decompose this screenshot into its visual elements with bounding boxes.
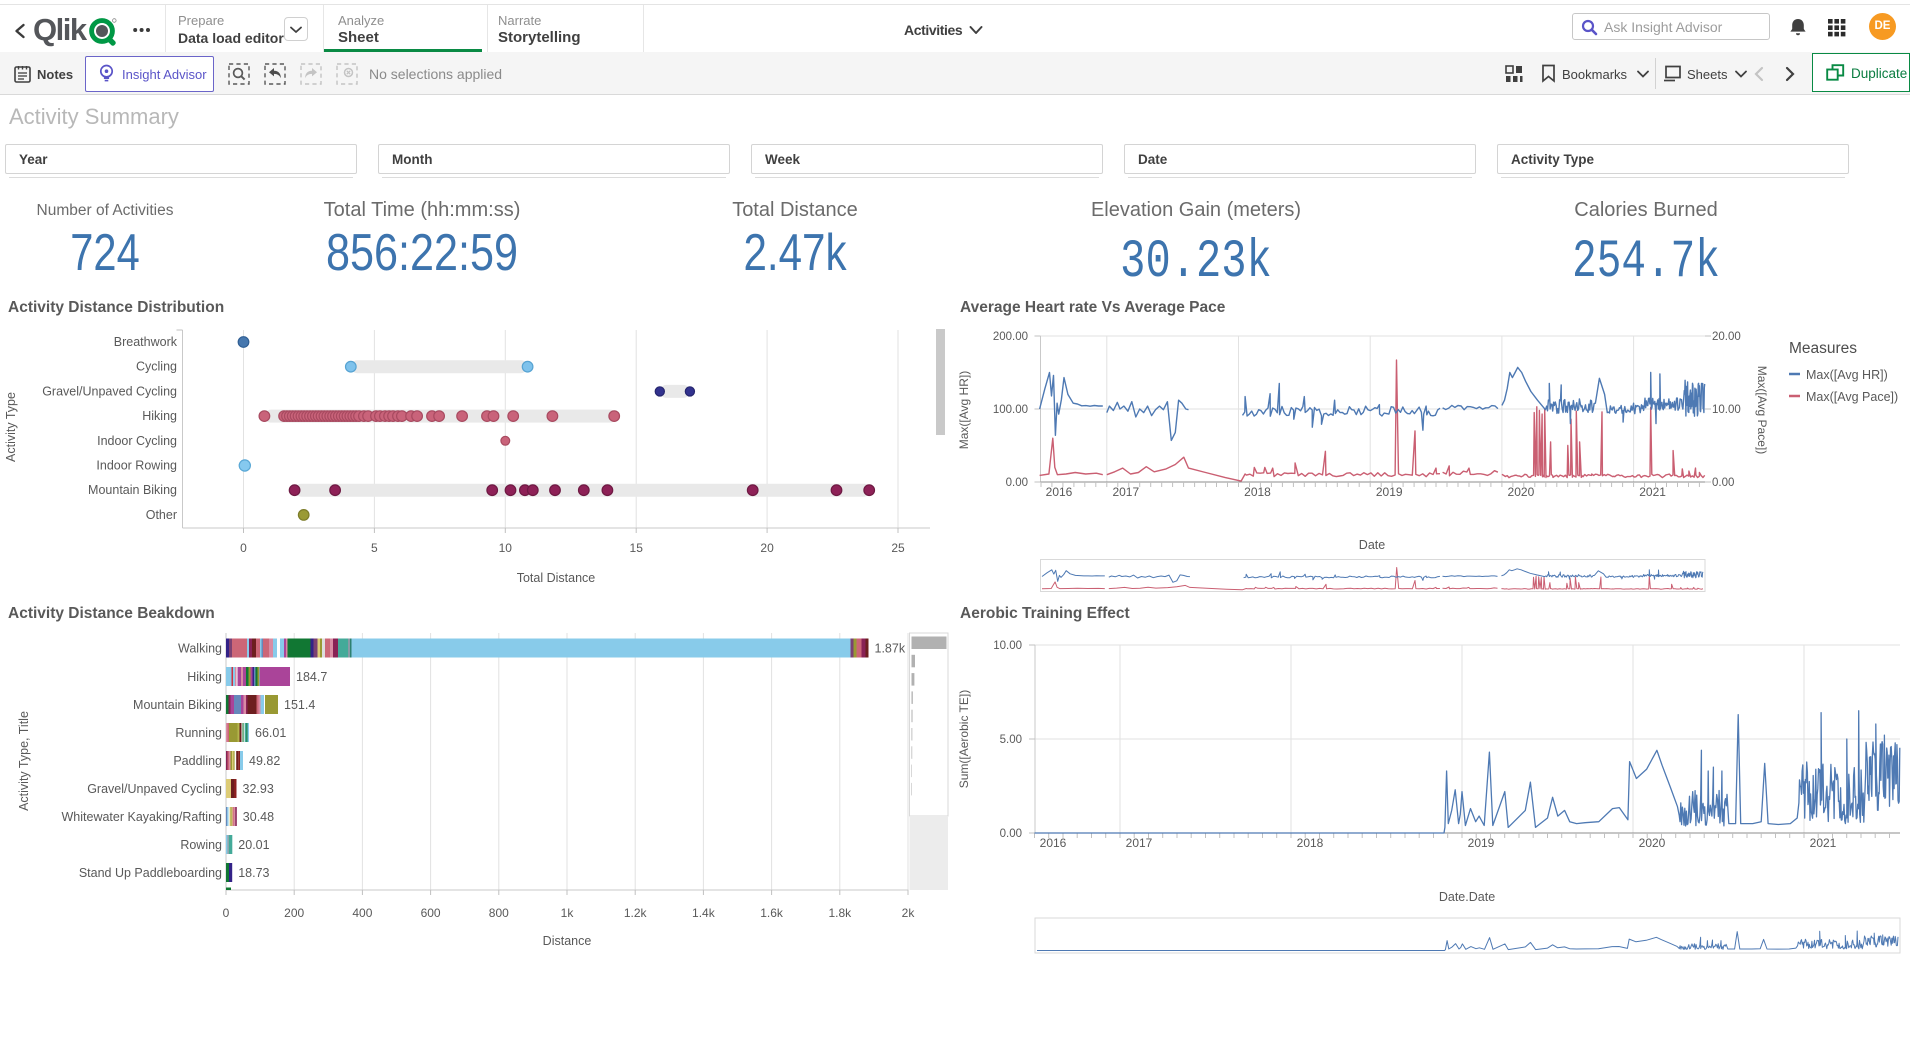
svg-text:2020: 2020 (1508, 485, 1535, 499)
svg-text:18.73: 18.73 (238, 866, 269, 880)
svg-text:2019: 2019 (1468, 836, 1495, 850)
svg-text:15: 15 (630, 541, 644, 555)
svg-text:5: 5 (371, 541, 378, 555)
svg-text:2019: 2019 (1376, 485, 1403, 499)
svg-text:Hiking: Hiking (142, 409, 177, 423)
svg-text:0: 0 (223, 906, 230, 920)
svg-text:2020: 2020 (1639, 836, 1666, 850)
svg-text:20.01: 20.01 (238, 838, 269, 852)
svg-text:Breathwork: Breathwork (114, 335, 178, 349)
svg-text:Measures: Measures (1789, 340, 1857, 357)
svg-text:10.00: 10.00 (1712, 404, 1741, 416)
svg-text:Other: Other (146, 508, 177, 522)
svg-text:Date.Date: Date.Date (1439, 890, 1495, 904)
svg-text:Total Distance: Total Distance (517, 571, 596, 585)
svg-text:Running: Running (175, 726, 222, 740)
svg-text:Whitewater Kayaking/Rafting: Whitewater Kayaking/Rafting (62, 810, 223, 824)
svg-text:100.00: 100.00 (993, 404, 1028, 416)
svg-text:Distance: Distance (543, 934, 592, 948)
svg-text:32.93: 32.93 (243, 782, 274, 796)
svg-text:151.4: 151.4 (284, 698, 315, 712)
svg-text:Hiking: Hiking (187, 670, 222, 684)
svg-text:1.2k: 1.2k (624, 906, 648, 920)
svg-text:2018: 2018 (1244, 485, 1271, 499)
svg-text:Max([Avg HR]): Max([Avg HR]) (957, 371, 971, 449)
svg-text:0.00: 0.00 (1006, 477, 1028, 489)
svg-text:1.6k: 1.6k (760, 906, 784, 920)
svg-text:Stand Up Paddleboarding: Stand Up Paddleboarding (79, 866, 222, 880)
svg-text:Activity Type: Activity Type (4, 392, 18, 462)
svg-text:5.00: 5.00 (1000, 734, 1022, 746)
svg-text:2021: 2021 (1810, 836, 1837, 850)
svg-text:Sum([Aerobic TE]): Sum([Aerobic TE]) (957, 690, 971, 788)
svg-text:25: 25 (891, 541, 905, 555)
svg-text:Mountain Biking: Mountain Biking (133, 698, 222, 712)
svg-text:Activity Distance Beakdown: Activity Distance Beakdown (8, 605, 215, 622)
svg-text:1.4k: 1.4k (692, 906, 716, 920)
svg-text:Gravel/Unpaved Cycling: Gravel/Unpaved Cycling (87, 782, 222, 796)
svg-text:Max([Avg Pace]): Max([Avg Pace]) (1806, 390, 1898, 404)
svg-text:1.8k: 1.8k (828, 906, 852, 920)
svg-text:Rowing: Rowing (180, 838, 222, 852)
svg-text:66.01: 66.01 (255, 726, 286, 740)
svg-text:2016: 2016 (1040, 836, 1067, 850)
svg-text:49.82: 49.82 (249, 754, 280, 768)
svg-text:2017: 2017 (1126, 836, 1153, 850)
svg-text:Cycling: Cycling (136, 360, 177, 374)
svg-text:1.87k: 1.87k (875, 642, 906, 656)
svg-text:Activity Type, Title: Activity Type, Title (17, 711, 31, 811)
svg-text:Activity Distance Distribution: Activity Distance Distribution (8, 299, 224, 316)
svg-text:184.7: 184.7 (296, 670, 327, 684)
svg-text:Indoor Cycling: Indoor Cycling (97, 434, 177, 448)
svg-text:10.00: 10.00 (993, 640, 1022, 652)
svg-text:400: 400 (352, 906, 372, 920)
svg-text:Paddling: Paddling (173, 754, 222, 768)
svg-text:Indoor Rowing: Indoor Rowing (96, 459, 177, 473)
svg-text:Max([Avg Pace]): Max([Avg Pace]) (1755, 366, 1769, 454)
svg-text:30.48: 30.48 (243, 810, 274, 824)
svg-text:Mountain Biking: Mountain Biking (88, 483, 177, 497)
svg-text:Date: Date (1359, 538, 1385, 552)
svg-text:20.00: 20.00 (1712, 331, 1741, 343)
svg-text:200.00: 200.00 (993, 331, 1028, 343)
svg-text:2016: 2016 (1046, 485, 1073, 499)
svg-text:Walking: Walking (178, 642, 222, 656)
svg-text:20: 20 (760, 541, 774, 555)
svg-text:200: 200 (284, 906, 304, 920)
svg-text:2017: 2017 (1112, 485, 1139, 499)
svg-text:Average Heart rate Vs Average: Average Heart rate Vs Average Pace (960, 299, 1226, 316)
svg-text:2021: 2021 (1639, 485, 1666, 499)
svg-text:10: 10 (499, 541, 513, 555)
svg-text:600: 600 (421, 906, 441, 920)
svg-text:0.00: 0.00 (1000, 828, 1022, 840)
svg-text:Max([Avg HR]): Max([Avg HR]) (1806, 368, 1888, 382)
svg-text:0.00: 0.00 (1712, 477, 1734, 489)
svg-text:1k: 1k (561, 906, 575, 920)
svg-text:2k: 2k (902, 906, 916, 920)
svg-text:800: 800 (489, 906, 509, 920)
svg-text:0: 0 (240, 541, 247, 555)
svg-text:Aerobic Training Effect: Aerobic Training Effect (960, 605, 1130, 622)
svg-text:2018: 2018 (1297, 836, 1324, 850)
svg-text:Gravel/Unpaved Cycling: Gravel/Unpaved Cycling (42, 384, 177, 398)
